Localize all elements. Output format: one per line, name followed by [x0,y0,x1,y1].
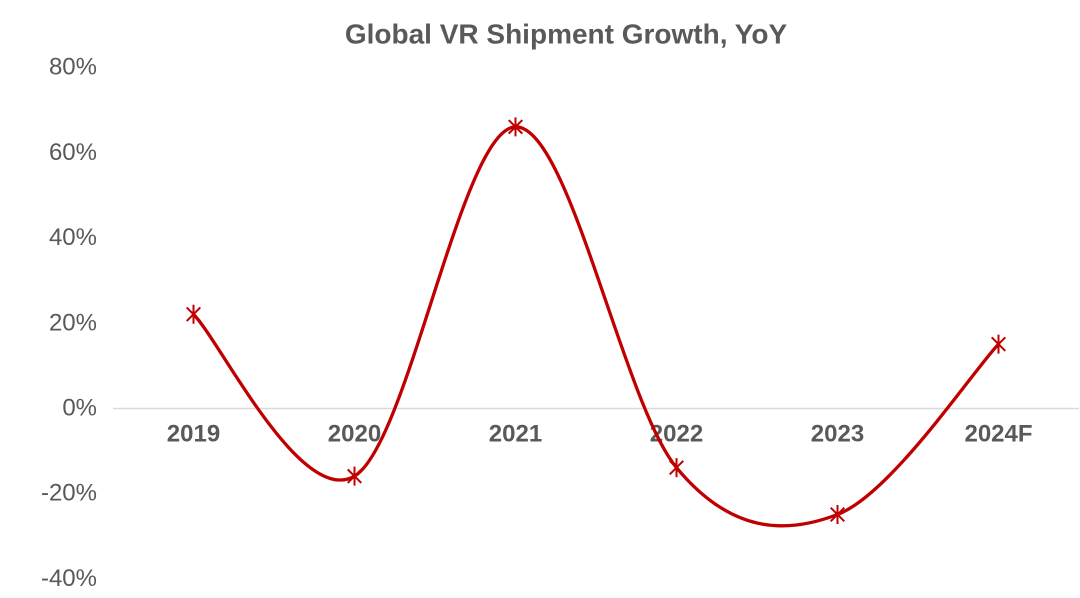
data-point-marker [346,466,363,486]
data-point-marker [185,304,202,324]
data-point-marker [507,117,524,137]
chart-title: Global VR Shipment Growth, YoY [345,19,788,50]
y-axis-tick-label: -20% [41,480,97,507]
x-axis-category-label: 2020 [328,421,381,448]
y-axis-tick-label: 80% [49,54,97,81]
x-axis-category-label: 2022 [650,421,703,448]
x-axis-category-label: 2024F [964,421,1032,448]
x-axis-category-label: 2021 [489,421,542,448]
series-line [191,125,1001,528]
x-axis-labels: 2019 2020 2021 2022 2023 2024F [167,421,1033,448]
y-axis-tick-label: 40% [49,224,97,251]
y-axis-labels: 80% 60% 40% 20% 0% -20% -40% [41,54,97,592]
data-point-marker [668,458,685,478]
y-axis-tick-label: 20% [49,309,97,336]
data-point-marker [990,334,1007,354]
x-axis-category-label: 2019 [167,421,220,448]
data-point-marker [829,505,846,524]
x-axis-category-label: 2023 [811,421,864,448]
y-axis-tick-label: -40% [41,565,97,592]
y-axis-tick-label: 0% [62,395,97,422]
y-axis-tick-label: 60% [49,139,97,166]
series-markers [185,117,1007,524]
